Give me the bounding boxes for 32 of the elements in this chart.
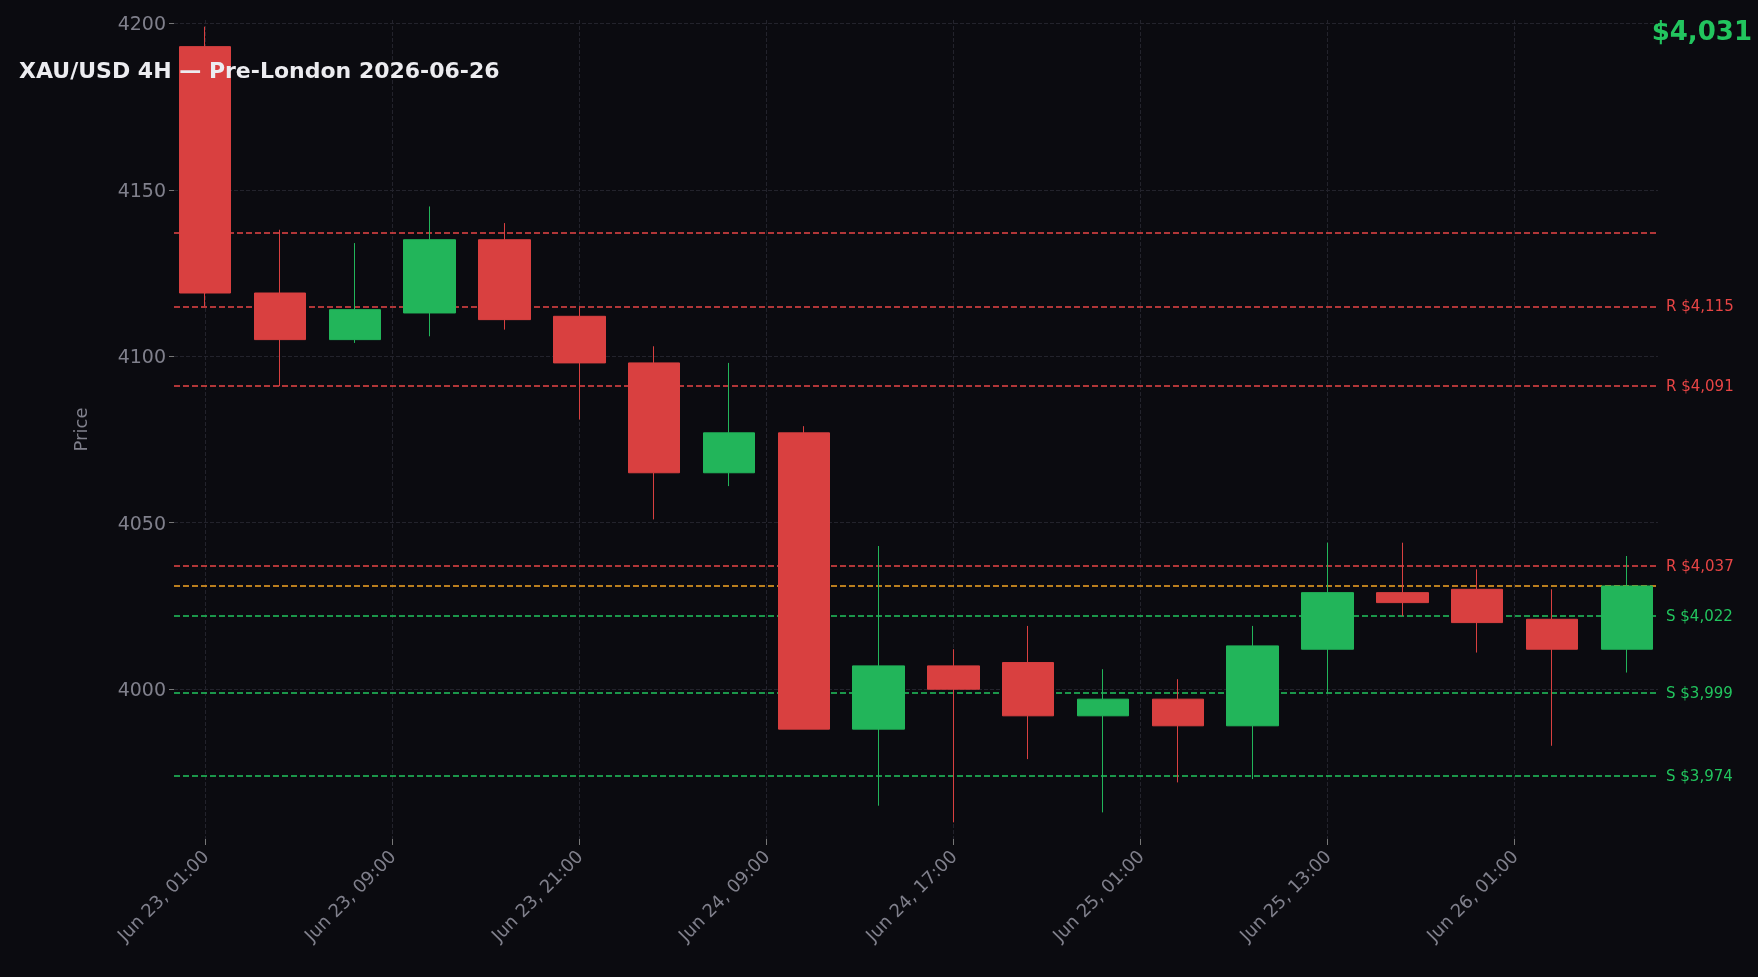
candlestick: [703, 362, 755, 487]
y-axis-title: Price: [69, 407, 91, 452]
ref-line-label: S $4,022: [1666, 606, 1733, 625]
y-tick-label: 4050: [117, 511, 166, 534]
ref-line-label: R $4,091: [1666, 377, 1734, 396]
ref-line-label: R $4,037: [1666, 557, 1734, 575]
annotation: $4,031: [1651, 16, 1753, 46]
candlestick: [1451, 568, 1503, 654]
candlestick: [329, 242, 381, 344]
candlestick: [1152, 678, 1204, 783]
candlestick: [553, 305, 606, 421]
candlestick: [478, 222, 531, 331]
candlestick: [927, 648, 980, 823]
candlestick: [628, 345, 680, 520]
y-tick-label: 4150: [117, 178, 166, 201]
candlestick: [1601, 555, 1653, 674]
y-tick-label: 4100: [117, 345, 166, 368]
candlestick: [1002, 625, 1054, 760]
candlestick: [1226, 625, 1279, 780]
candlestick: [403, 205, 456, 337]
candlestick: [1077, 668, 1129, 813]
candlestick: [1376, 542, 1429, 617]
y-tick-label: 4000: [117, 678, 166, 701]
ref-line-label: S $3,999: [1666, 683, 1733, 702]
candlestick: [1301, 542, 1354, 694]
ref-line-label: S $3,974: [1666, 766, 1733, 785]
y-tick-label: 4200: [117, 12, 166, 35]
candlestick: [778, 425, 830, 730]
candlestick: [254, 229, 306, 387]
candlestick: [1526, 588, 1578, 747]
ref-line-label: R $4,115: [1666, 297, 1734, 316]
candlestick: [852, 545, 905, 807]
